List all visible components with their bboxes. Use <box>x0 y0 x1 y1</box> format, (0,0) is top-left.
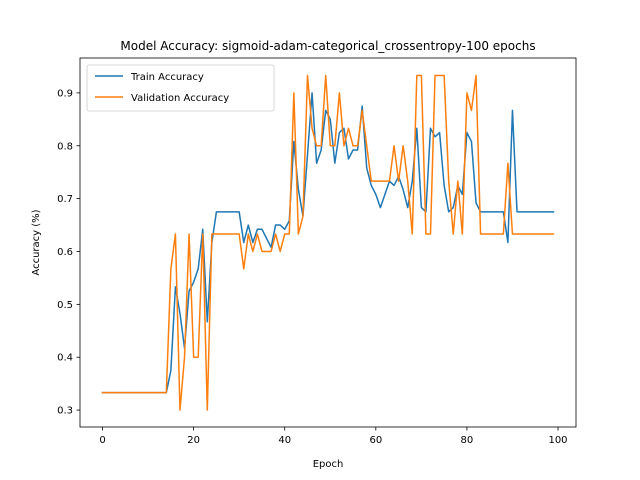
y-axis-label: Accuracy (%) <box>31 209 42 275</box>
legend: Train Accuracy Validation Accuracy <box>86 64 275 112</box>
series-lines <box>101 74 555 411</box>
x-axis-label: Epoch <box>313 459 344 470</box>
x-tick-label: 40 <box>278 435 291 446</box>
x-tick-label: 100 <box>548 435 567 446</box>
y-tick-label: 0.3 <box>57 406 73 417</box>
legend-box <box>86 64 275 112</box>
y-tick-label: 0.5 <box>57 300 73 311</box>
y-axis-ticks: 0.3 0.4 0.5 0.6 0.7 0.8 0.9 <box>57 88 80 417</box>
y-tick-label: 0.6 <box>57 247 73 258</box>
y-tick-label: 0.8 <box>57 141 73 152</box>
y-tick-label: 0.7 <box>57 194 73 205</box>
x-tick-label: 0 <box>99 435 105 446</box>
x-tick-label: 80 <box>461 435 474 446</box>
x-axis-ticks: 0 20 40 60 80 100 <box>99 427 568 446</box>
legend-label-train: Train Accuracy <box>130 72 204 83</box>
y-tick-label: 0.4 <box>57 353 73 364</box>
chart-title: Model Accuracy: sigmoid-adam-categorical… <box>120 39 535 53</box>
validation-accuracy-line <box>101 74 555 411</box>
x-tick-label: 20 <box>187 435 200 446</box>
legend-label-validation: Validation Accuracy <box>131 93 229 104</box>
y-tick-label: 0.9 <box>57 88 73 99</box>
plot-frame <box>79 57 577 428</box>
x-tick-label: 60 <box>369 435 382 446</box>
